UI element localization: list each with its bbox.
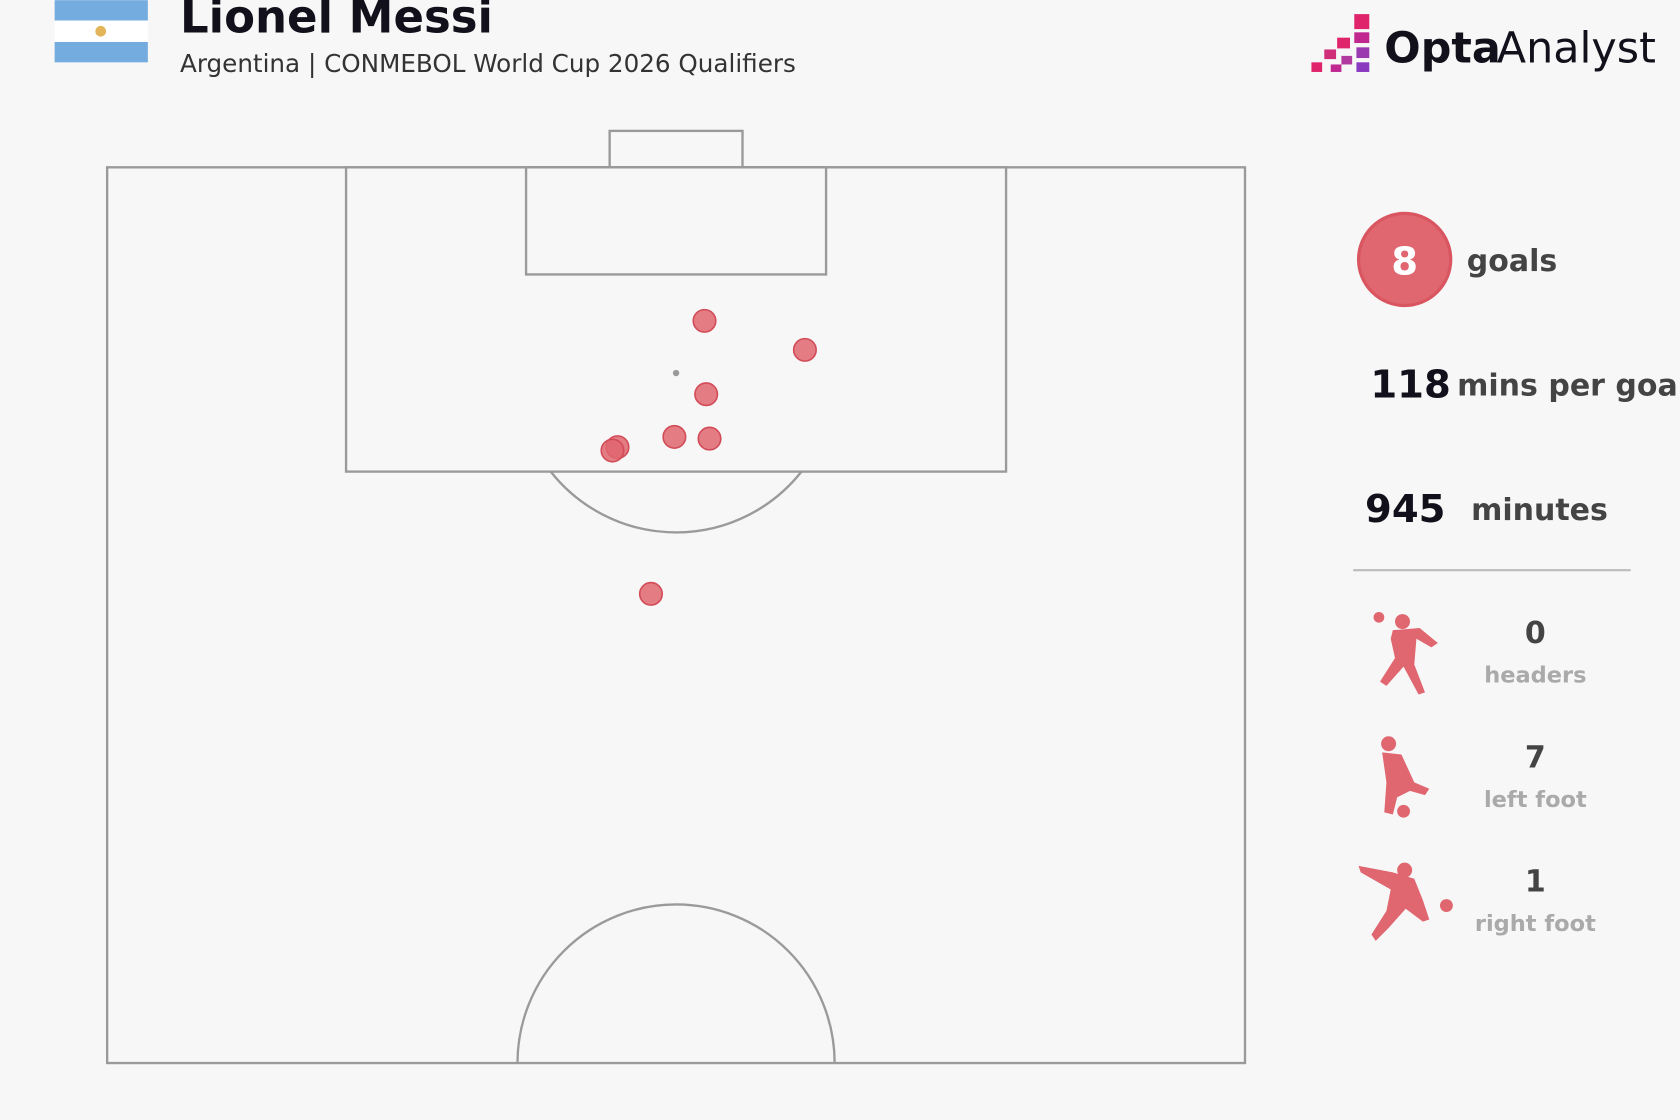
icons bbox=[1358, 611, 1453, 941]
goal-shot bbox=[638, 581, 664, 606]
goal-shot bbox=[792, 337, 817, 362]
breakdown-value: 7 bbox=[1525, 740, 1546, 775]
goal-shot bbox=[600, 438, 625, 463]
logo-opta: Opta bbox=[1384, 23, 1500, 73]
breakdown-label: right foot bbox=[1475, 911, 1596, 937]
title: Lionel Messi bbox=[180, 0, 493, 43]
breakdown-value: 1 bbox=[1525, 865, 1546, 900]
stat-label: minutes bbox=[1471, 493, 1608, 528]
subtitle: Argentina | CONMEBOL World Cup 2026 Qual… bbox=[180, 49, 796, 78]
breakdown-label: headers bbox=[1484, 663, 1586, 689]
flag bbox=[54, 0, 148, 63]
header-icon bbox=[1373, 611, 1438, 695]
goal-shot bbox=[662, 424, 687, 449]
breakdown-label: left foot bbox=[1484, 787, 1587, 813]
goal-shot bbox=[694, 382, 719, 407]
goal-shot bbox=[697, 426, 722, 451]
pitch bbox=[105, 129, 1247, 1065]
goal-shot bbox=[692, 308, 717, 333]
left-foot-icon bbox=[1381, 736, 1430, 818]
logo-analyst: Analyst bbox=[1497, 23, 1656, 73]
stat-label: goals bbox=[1467, 244, 1557, 279]
stat-label: mins per goal bbox=[1457, 369, 1680, 404]
right-foot-icon bbox=[1358, 862, 1453, 941]
logo: Opta Analyst bbox=[1311, 14, 1656, 73]
stat-value: 8 bbox=[1391, 239, 1418, 284]
stat-value: 945 bbox=[1365, 487, 1446, 532]
breakdown-value: 0 bbox=[1525, 616, 1546, 651]
goals-badge bbox=[1356, 211, 1453, 308]
stat-value: 118 bbox=[1370, 363, 1450, 408]
